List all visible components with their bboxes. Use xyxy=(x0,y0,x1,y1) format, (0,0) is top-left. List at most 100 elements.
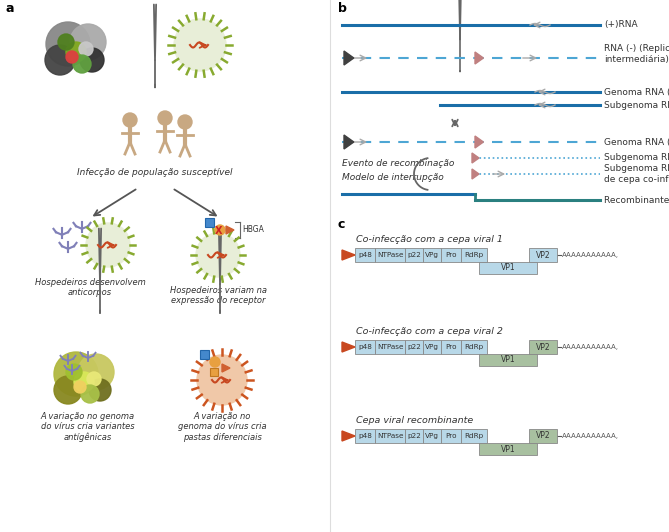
Polygon shape xyxy=(342,250,355,260)
Text: VPg: VPg xyxy=(425,252,439,258)
Text: c: c xyxy=(338,218,345,231)
Text: p22: p22 xyxy=(407,433,421,439)
Circle shape xyxy=(81,385,99,403)
FancyBboxPatch shape xyxy=(529,429,557,443)
Polygon shape xyxy=(344,51,354,65)
Text: NTPase: NTPase xyxy=(377,252,403,258)
Text: Subgenoma RNA (+): Subgenoma RNA (+) xyxy=(604,101,669,110)
Circle shape xyxy=(210,357,220,367)
Circle shape xyxy=(123,113,137,127)
Circle shape xyxy=(86,223,130,267)
FancyBboxPatch shape xyxy=(355,429,375,443)
Text: RNA (-) (Replicação
intermediária): RNA (-) (Replicação intermediária) xyxy=(604,44,669,64)
FancyBboxPatch shape xyxy=(479,443,537,455)
Circle shape xyxy=(58,34,74,50)
Circle shape xyxy=(178,115,192,129)
Text: Genoma RNA (-): Genoma RNA (-) xyxy=(604,137,669,146)
FancyBboxPatch shape xyxy=(441,340,461,354)
Text: AAAAAAAAAAA,: AAAAAAAAAAA, xyxy=(562,252,619,258)
FancyBboxPatch shape xyxy=(200,350,209,359)
Text: a: a xyxy=(6,2,15,15)
FancyBboxPatch shape xyxy=(423,248,441,262)
FancyBboxPatch shape xyxy=(375,248,405,262)
Text: VPg: VPg xyxy=(425,433,439,439)
Circle shape xyxy=(89,379,111,401)
Text: VP1: VP1 xyxy=(500,445,515,453)
Text: A variação no
genoma do vírus cria
pastas diferenciais: A variação no genoma do vírus cria pasta… xyxy=(178,412,266,442)
Circle shape xyxy=(66,364,82,380)
Circle shape xyxy=(197,355,247,405)
Text: NTPase: NTPase xyxy=(377,344,403,350)
Text: Pro: Pro xyxy=(446,433,457,439)
FancyBboxPatch shape xyxy=(479,262,537,274)
Circle shape xyxy=(70,24,106,60)
Text: VP2: VP2 xyxy=(536,343,551,352)
Text: VP2: VP2 xyxy=(536,431,551,440)
Polygon shape xyxy=(342,431,355,441)
Text: VPg: VPg xyxy=(425,344,439,350)
Text: Subgenoma RNA (-)
de cepa co-infectada: Subgenoma RNA (-) de cepa co-infectada xyxy=(604,164,669,184)
FancyBboxPatch shape xyxy=(423,340,441,354)
Polygon shape xyxy=(475,52,484,64)
Circle shape xyxy=(174,19,226,71)
Polygon shape xyxy=(344,135,354,149)
Text: Co-infecção com a cepa viral 1: Co-infecção com a cepa viral 1 xyxy=(356,235,503,244)
Circle shape xyxy=(78,354,114,390)
FancyBboxPatch shape xyxy=(461,429,487,443)
Circle shape xyxy=(66,51,78,63)
Circle shape xyxy=(73,55,91,73)
FancyBboxPatch shape xyxy=(375,429,405,443)
Polygon shape xyxy=(472,169,479,179)
Circle shape xyxy=(196,233,240,277)
Circle shape xyxy=(79,42,93,56)
Text: Evento de recombinação: Evento de recombinação xyxy=(342,159,454,168)
Circle shape xyxy=(54,376,82,404)
Circle shape xyxy=(74,381,86,393)
Polygon shape xyxy=(472,153,479,163)
FancyBboxPatch shape xyxy=(355,248,375,262)
Text: Hospedeiros variam na
expressão do receptor: Hospedeiros variam na expressão do recep… xyxy=(169,286,266,305)
Text: Cepa viral recombinante: Cepa viral recombinante xyxy=(356,416,473,425)
Text: b: b xyxy=(338,2,347,15)
Circle shape xyxy=(87,372,101,386)
Polygon shape xyxy=(342,342,355,352)
Text: p48: p48 xyxy=(358,433,372,439)
Text: Pro: Pro xyxy=(446,252,457,258)
Text: Pro: Pro xyxy=(446,344,457,350)
FancyBboxPatch shape xyxy=(529,340,557,354)
FancyBboxPatch shape xyxy=(375,340,405,354)
Polygon shape xyxy=(222,364,230,372)
Text: Recombinante RNA (+: Recombinante RNA (+ xyxy=(604,195,669,204)
FancyBboxPatch shape xyxy=(405,248,423,262)
Text: Genoma RNA (+): Genoma RNA (+) xyxy=(604,87,669,96)
Polygon shape xyxy=(226,226,234,234)
FancyBboxPatch shape xyxy=(405,429,423,443)
Circle shape xyxy=(45,45,75,75)
FancyBboxPatch shape xyxy=(405,340,423,354)
FancyBboxPatch shape xyxy=(355,340,375,354)
Circle shape xyxy=(74,372,94,392)
Polygon shape xyxy=(475,136,484,148)
Text: AAAAAAAAAAA,: AAAAAAAAAAA, xyxy=(562,433,619,439)
Text: AAAAAAAAAAA,: AAAAAAAAAAA, xyxy=(562,344,619,350)
Text: X: X xyxy=(215,226,223,236)
Text: Co-infecção com a cepa viral 2: Co-infecção com a cepa viral 2 xyxy=(356,327,503,336)
Text: VP1: VP1 xyxy=(500,355,515,364)
FancyBboxPatch shape xyxy=(441,429,461,443)
FancyBboxPatch shape xyxy=(479,354,537,366)
Circle shape xyxy=(80,48,104,72)
Circle shape xyxy=(215,225,225,235)
Circle shape xyxy=(54,352,98,396)
Text: (+)RNA: (+)RNA xyxy=(604,21,638,29)
FancyBboxPatch shape xyxy=(461,340,487,354)
FancyBboxPatch shape xyxy=(529,248,557,262)
Text: p48: p48 xyxy=(358,252,372,258)
Text: NTPase: NTPase xyxy=(377,433,403,439)
FancyBboxPatch shape xyxy=(441,248,461,262)
Circle shape xyxy=(158,111,172,125)
FancyBboxPatch shape xyxy=(210,368,218,376)
Text: Infecção de população susceptível: Infecção de população susceptível xyxy=(77,168,233,177)
Text: VP1: VP1 xyxy=(500,263,515,272)
Text: p48: p48 xyxy=(358,344,372,350)
Text: RdRp: RdRp xyxy=(464,433,484,439)
